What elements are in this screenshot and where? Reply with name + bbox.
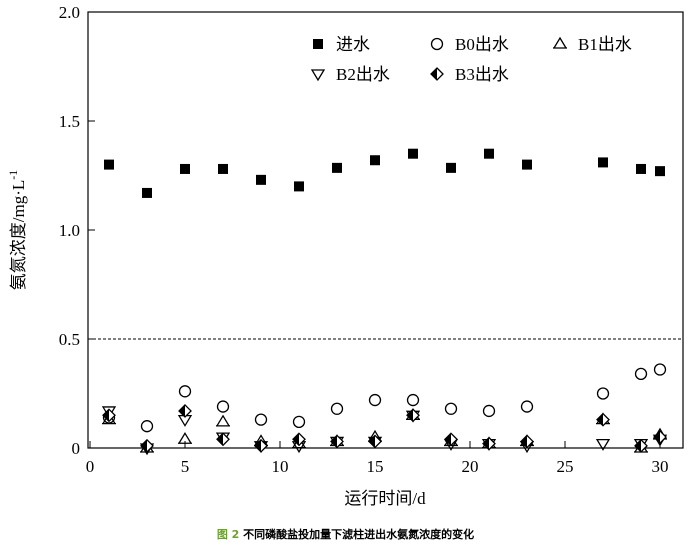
y-tick-label: 2.0 <box>59 3 80 22</box>
point-half-filled-diamond <box>102 408 116 423</box>
y-tick-label: 1.5 <box>59 112 80 131</box>
point-open-circle <box>254 413 268 426</box>
x-tick-label: 20 <box>462 457 479 476</box>
point-open-circle <box>406 393 420 407</box>
diamond-fill <box>217 433 223 446</box>
diamond-fill <box>597 413 603 426</box>
legend: 进水 B0出水 B1出水 B2出水 B3出水 <box>310 35 632 84</box>
diamond-fill <box>331 435 337 448</box>
point-half-filled-diamond <box>444 432 458 447</box>
legend-marker-filled-square <box>313 39 323 49</box>
x-tick-label: 0 <box>86 457 95 476</box>
diamond-fill <box>141 439 147 452</box>
diamond-fill <box>407 409 413 422</box>
y-tick-label: 0 <box>72 439 81 458</box>
point-half-filled-diamond <box>254 438 268 453</box>
diamond-fill <box>369 435 375 448</box>
point-filled-square <box>104 159 114 170</box>
diamond-fill <box>654 431 660 444</box>
point-open-circle <box>178 385 192 398</box>
point-filled-square <box>180 163 190 174</box>
point-half-filled-diamond <box>140 438 154 453</box>
legend-marker-open-triangle-down <box>310 69 326 82</box>
diamond-fill <box>293 433 299 446</box>
point-filled-square <box>522 159 532 170</box>
x-tick-label: 25 <box>557 457 574 476</box>
legend-marker-open-triangle-up <box>552 36 568 49</box>
point-half-filled-diamond <box>482 436 496 451</box>
point-open-circle <box>653 363 667 376</box>
diamond-fill <box>255 439 261 452</box>
point-filled-square <box>256 174 266 185</box>
legend-label: B3出水 <box>455 65 509 84</box>
diamond-fill <box>103 409 109 422</box>
point-filled-square <box>408 148 418 159</box>
diamond-fill <box>179 404 185 417</box>
point-filled-square <box>655 166 665 177</box>
figure-number: 图 2 <box>216 528 240 541</box>
point-half-filled-diamond <box>216 432 230 447</box>
diamond-fill <box>635 439 641 452</box>
data-marks <box>101 148 668 456</box>
y-axis-label: 氨氮浓度/mg·L-1 <box>6 170 28 291</box>
diamond-fill <box>521 435 527 448</box>
legend-label: B2出水 <box>336 65 390 84</box>
point-open-circle <box>216 400 230 413</box>
legend-label: B1出水 <box>578 35 632 54</box>
y-tick-label: 0.5 <box>59 330 80 349</box>
point-open-circle <box>520 400 534 413</box>
point-half-filled-diamond <box>653 430 667 445</box>
x-axis-label: 运行时间/d <box>344 489 426 508</box>
legend-label: 进水 <box>336 35 370 54</box>
diamond-fill <box>483 437 489 450</box>
point-filled-square <box>218 163 228 174</box>
point-filled-square <box>332 162 342 173</box>
x-tick-label: 15 <box>367 457 384 476</box>
point-filled-square <box>370 155 380 166</box>
point-filled-square <box>636 163 646 174</box>
point-open-circle <box>330 402 344 415</box>
point-filled-square <box>294 181 304 192</box>
point-open-circle <box>444 402 458 415</box>
point-half-filled-diamond <box>330 434 344 449</box>
point-open-triangle-up <box>177 432 193 444</box>
figure-caption: 图 2 不同磷酸盐投加量下滤柱进出水氨氮浓度的变化 <box>0 526 691 542</box>
point-filled-square <box>446 162 456 173</box>
point-open-circle <box>634 367 648 381</box>
x-tick-label: 5 <box>181 457 190 476</box>
caption-text: 不同磷酸盐投加量下滤柱进出水氨氮浓度的变化 <box>243 528 475 541</box>
y-tick-label: 1.0 <box>59 221 80 240</box>
diamond-fill <box>431 68 437 80</box>
axes: 0 5 10 15 20 25 30 0 0.5 1.0 1.5 2.0 <box>59 3 683 476</box>
point-open-triangle-up <box>215 414 231 427</box>
point-half-filled-diamond <box>634 438 648 453</box>
point-filled-square <box>142 187 152 198</box>
point-open-circle <box>596 387 610 400</box>
point-open-circle <box>368 393 382 407</box>
point-open-circle <box>482 404 496 418</box>
legend-marker-open-circle <box>430 37 444 51</box>
point-filled-square <box>598 157 608 168</box>
point-half-filled-diamond <box>178 404 192 418</box>
point-half-filled-diamond <box>596 412 610 427</box>
legend-label: B0出水 <box>455 35 509 54</box>
point-half-filled-diamond <box>292 432 306 447</box>
x-tick-label: 10 <box>272 457 289 476</box>
point-open-circle <box>140 420 154 433</box>
point-half-filled-diamond <box>520 434 534 449</box>
diamond-fill <box>445 433 451 446</box>
point-open-circle <box>292 415 306 428</box>
point-half-filled-diamond <box>368 434 382 449</box>
x-tick-label: 30 <box>652 457 669 476</box>
point-open-triangle-down <box>595 438 611 451</box>
point-filled-square <box>484 148 494 159</box>
point-half-filled-diamond <box>406 408 420 423</box>
legend-marker-half-filled-diamond <box>430 67 444 81</box>
